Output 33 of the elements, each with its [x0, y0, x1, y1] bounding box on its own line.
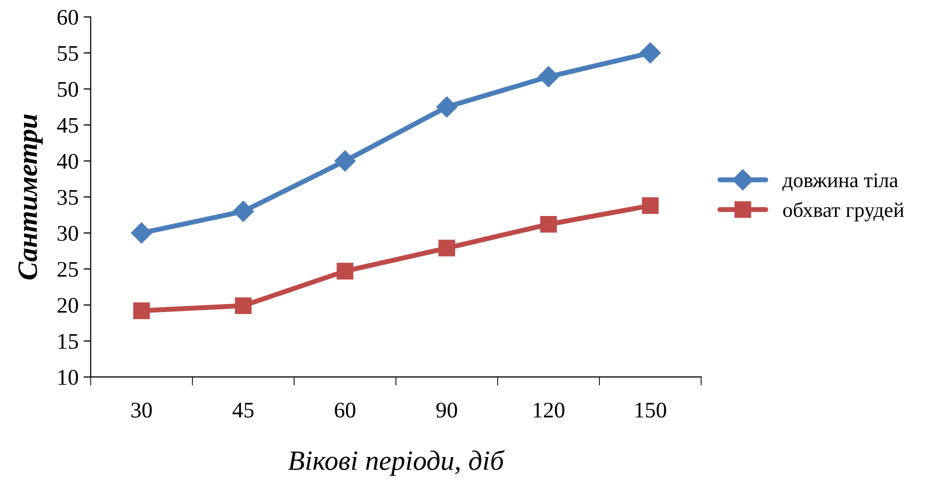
x-tick-label: 120	[534, 402, 564, 418]
x-tick-label: 150	[636, 402, 666, 418]
y-tick-label: 10	[58, 370, 78, 385]
point	[438, 240, 456, 256]
y-tick-label: 35	[58, 190, 78, 205]
y-tick-label: 25	[58, 262, 78, 277]
y-tick-label: 30	[58, 226, 78, 241]
point	[232, 200, 254, 222]
x-tick-label: 90	[436, 402, 458, 418]
x-axis-title: Вікові періоди, діб	[288, 450, 505, 476]
point	[131, 222, 152, 244]
point	[133, 302, 150, 320]
point	[436, 96, 458, 118]
legend-label: обхват грудей	[783, 202, 904, 222]
y-tick-label: 55	[58, 46, 78, 61]
x-tick-label: 60	[334, 402, 356, 418]
legend-label: довжина тіла	[782, 173, 898, 192]
y-tick-label: 60	[58, 10, 78, 25]
point	[538, 66, 560, 88]
y-tick-label: 45	[57, 118, 78, 133]
point	[234, 297, 252, 314]
x-tick-label: 30	[131, 402, 152, 418]
point	[334, 150, 356, 172]
y-tick-label: 40	[57, 154, 78, 169]
y-tick-label: 20	[58, 298, 78, 313]
point	[640, 42, 661, 64]
point	[540, 216, 557, 233]
y-tick-label: 15	[58, 334, 78, 349]
y-axis-title: Сантиметри	[18, 114, 43, 280]
x-tick-label: 45	[232, 402, 254, 418]
point	[642, 197, 659, 214]
point	[336, 262, 354, 280]
y-tick-label: 50	[58, 82, 78, 97]
